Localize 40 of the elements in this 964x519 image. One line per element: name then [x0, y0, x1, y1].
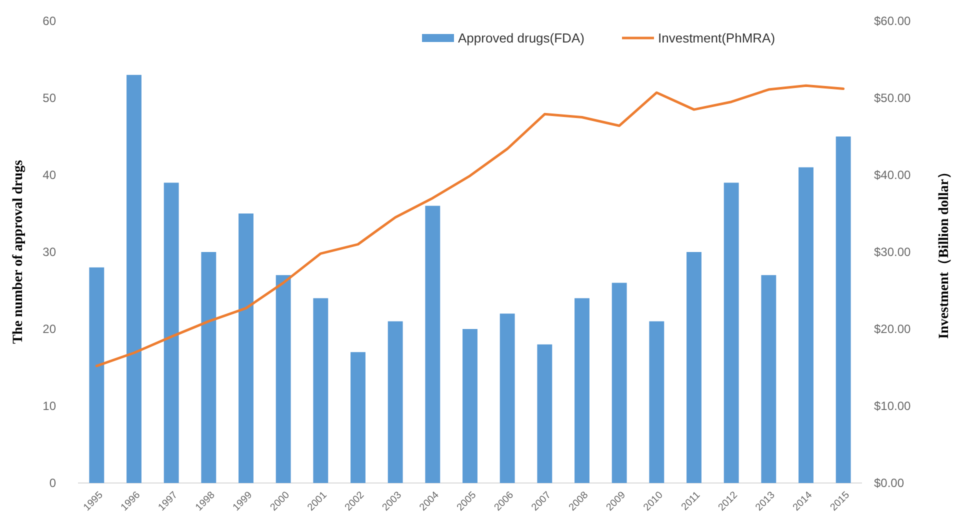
bar: [462, 329, 478, 483]
legend-label: Investment(PhMRA): [658, 30, 776, 46]
bar: [425, 206, 440, 483]
bar: [238, 214, 254, 483]
y2-tick-label: $40.00: [874, 168, 912, 182]
bar: [798, 167, 814, 483]
y2-tick-label: $50.00: [874, 91, 912, 106]
bar: [537, 344, 552, 483]
bar: [612, 282, 627, 483]
bar: [388, 321, 403, 483]
y-tick-label: 20: [42, 322, 56, 336]
y2-axis-title: Investment（Billion dollar）: [937, 165, 952, 339]
y2-tick-label: $60.00: [874, 14, 912, 28]
line-series: [95, 84, 845, 368]
y-tick-label: 50: [42, 91, 56, 106]
bar: [724, 182, 739, 483]
y2-tick-label: $20.00: [874, 322, 912, 336]
bar: [649, 321, 664, 483]
bar: [164, 182, 179, 483]
bar: [89, 267, 104, 483]
y-axis-title: The number of approval drugs: [11, 160, 26, 344]
bar: [836, 136, 851, 483]
bar: [201, 252, 216, 483]
y2-tick-label: $0.00: [874, 476, 904, 490]
bar: [126, 74, 142, 483]
y2-tick-label: $10.00: [874, 399, 912, 414]
y2-tick-label: $30.00: [874, 245, 912, 260]
y-tick-label: 30: [42, 245, 56, 260]
bar: [500, 314, 515, 483]
y-tick-label: 40: [42, 168, 56, 182]
bar: [276, 275, 291, 483]
legend-label: Approved drugs(FDA): [458, 30, 584, 46]
bar: [686, 252, 702, 483]
y-tick-label: 10: [42, 399, 56, 414]
bar: [574, 298, 590, 483]
y-tick-label: 0: [49, 476, 56, 490]
y-tick-label: 60: [42, 14, 56, 28]
bar: [761, 275, 776, 483]
bar: [313, 298, 328, 483]
bar: [350, 352, 366, 483]
